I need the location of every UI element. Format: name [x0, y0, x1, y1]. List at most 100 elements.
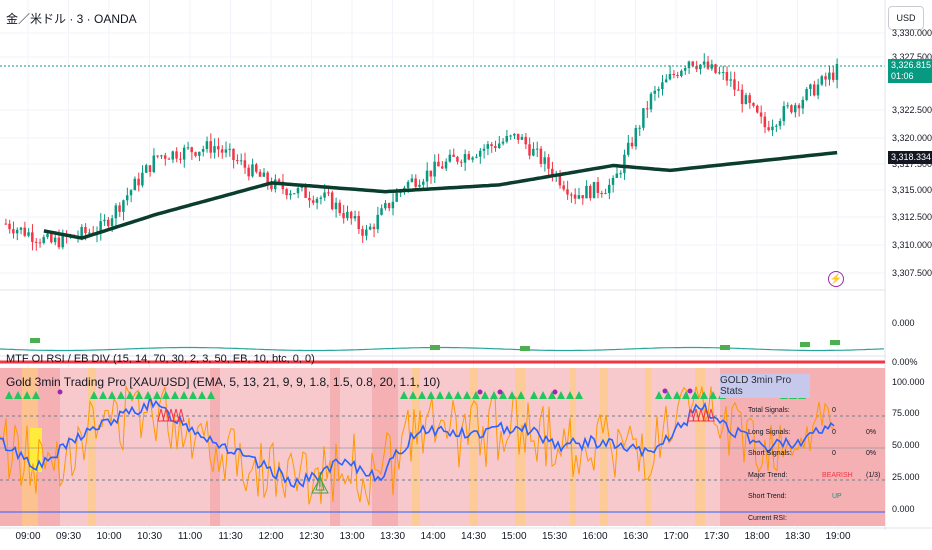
- candle-body: [809, 84, 812, 89]
- caution-zone: [695, 368, 705, 526]
- candle-body: [239, 160, 243, 162]
- candle-body: [292, 193, 296, 195]
- candle-body: [129, 190, 133, 196]
- candle-body: [793, 105, 797, 113]
- signal-triangle: [162, 391, 170, 399]
- oscillator-axis-label: 75.000: [892, 408, 920, 418]
- signal-triangle: [32, 391, 40, 399]
- candle-body: [471, 157, 474, 160]
- time-axis-label: 16:30: [622, 531, 649, 542]
- ema-price-tag: 3,318.334: [888, 151, 932, 164]
- stats-row-label: Major Trend:: [748, 471, 788, 479]
- candle-body: [695, 65, 698, 70]
- candle-body: [812, 84, 816, 96]
- time-axis-label: 11:30: [218, 531, 243, 542]
- candle-body: [683, 68, 687, 71]
- candle-body: [349, 211, 353, 219]
- candle-body: [486, 144, 490, 149]
- candle-body: [816, 84, 820, 96]
- candle-body: [57, 237, 61, 248]
- candle-body: [46, 233, 49, 238]
- signal-triangle: [673, 391, 681, 399]
- candle-body: [570, 194, 573, 196]
- signal-triangle: [135, 391, 143, 399]
- rsi-axis-value: 0.000: [892, 318, 915, 328]
- candle-body: [133, 178, 137, 191]
- candle-body: [137, 178, 140, 186]
- candle-body: [532, 148, 535, 156]
- signal-triangle: [508, 391, 516, 399]
- candle-body: [778, 121, 782, 126]
- sell-signal-icon: [157, 408, 165, 422]
- symbol-title[interactable]: 金／米ドル · 3 · OANDA: [6, 12, 137, 26]
- candle-body: [615, 173, 619, 178]
- signal-triangle: [463, 391, 471, 399]
- candle-body: [835, 63, 839, 80]
- candle-body: [232, 148, 235, 160]
- candle-body: [304, 186, 307, 198]
- candle-body: [604, 193, 607, 195]
- candle-body: [642, 108, 645, 128]
- candle-body: [733, 79, 736, 90]
- signal-triangle: [108, 391, 116, 399]
- candle-body: [422, 181, 425, 185]
- stats-row-value: 0: [832, 428, 836, 436]
- time-axis-label: 15:30: [541, 531, 568, 542]
- candle-body: [277, 179, 281, 182]
- candle-body: [645, 108, 649, 110]
- time-axis-label: 10:00: [96, 531, 122, 542]
- time-axis-label: 18:30: [784, 531, 811, 542]
- candle-body: [53, 237, 57, 243]
- candle-body: [395, 192, 398, 202]
- candle-body: [543, 157, 546, 164]
- signal-triangle: [655, 391, 663, 399]
- signal-triangle: [548, 391, 556, 399]
- signal-dot: [687, 388, 693, 394]
- price-axis-label: 3,315.000: [892, 185, 932, 195]
- strong-bear-zone: [330, 368, 340, 526]
- sell-signal-icon: [162, 408, 170, 422]
- candle-body: [589, 185, 592, 199]
- candle-body: [585, 185, 588, 199]
- candle-body: [710, 64, 713, 69]
- candle-body: [535, 148, 539, 150]
- signal-triangle: [436, 391, 444, 399]
- rsi-pane-title[interactable]: MTF OI RSI / EB DIV (15, 14, 70, 30, 2, …: [6, 353, 315, 365]
- candle-body: [247, 167, 250, 177]
- candle-body: [4, 223, 7, 225]
- candle-body: [243, 160, 247, 168]
- currency-button[interactable]: USD: [888, 6, 924, 30]
- candle-body: [668, 73, 672, 80]
- candle-body: [175, 151, 178, 159]
- candle-body: [551, 168, 554, 177]
- candle-body: [626, 142, 630, 155]
- candle-body: [380, 208, 383, 215]
- signal-triangle: [709, 391, 717, 399]
- candle-body: [448, 154, 452, 162]
- signal-triangle: [153, 391, 161, 399]
- rsi-signal-block: [720, 345, 730, 350]
- candle-body: [744, 95, 748, 105]
- candle-body: [27, 232, 30, 236]
- candle-body: [513, 133, 516, 136]
- candle-body: [201, 149, 205, 152]
- sell-signal-icon: [177, 408, 185, 422]
- stats-row-extra: 0%: [866, 450, 877, 457]
- candle-body: [467, 154, 471, 160]
- candle-body: [346, 211, 349, 219]
- candle-body: [494, 146, 497, 149]
- time-axis-label: 09:30: [55, 531, 82, 542]
- candle-body: [539, 148, 543, 164]
- alert-icon[interactable]: ⚡: [828, 271, 844, 287]
- last-price-value: 3,326.815: [891, 60, 932, 70]
- time-axis-label: 13:00: [339, 531, 365, 542]
- candle-body: [562, 185, 565, 190]
- candle-body: [308, 197, 311, 201]
- candle-body: [687, 61, 691, 69]
- candle-body: [440, 166, 444, 169]
- candle-body: [596, 181, 600, 193]
- trading-pane-title[interactable]: Gold 3min Trading Pro [XAU/USD] (EMA, 5,…: [6, 375, 441, 389]
- candle-body: [384, 203, 387, 209]
- candle-body: [296, 187, 300, 194]
